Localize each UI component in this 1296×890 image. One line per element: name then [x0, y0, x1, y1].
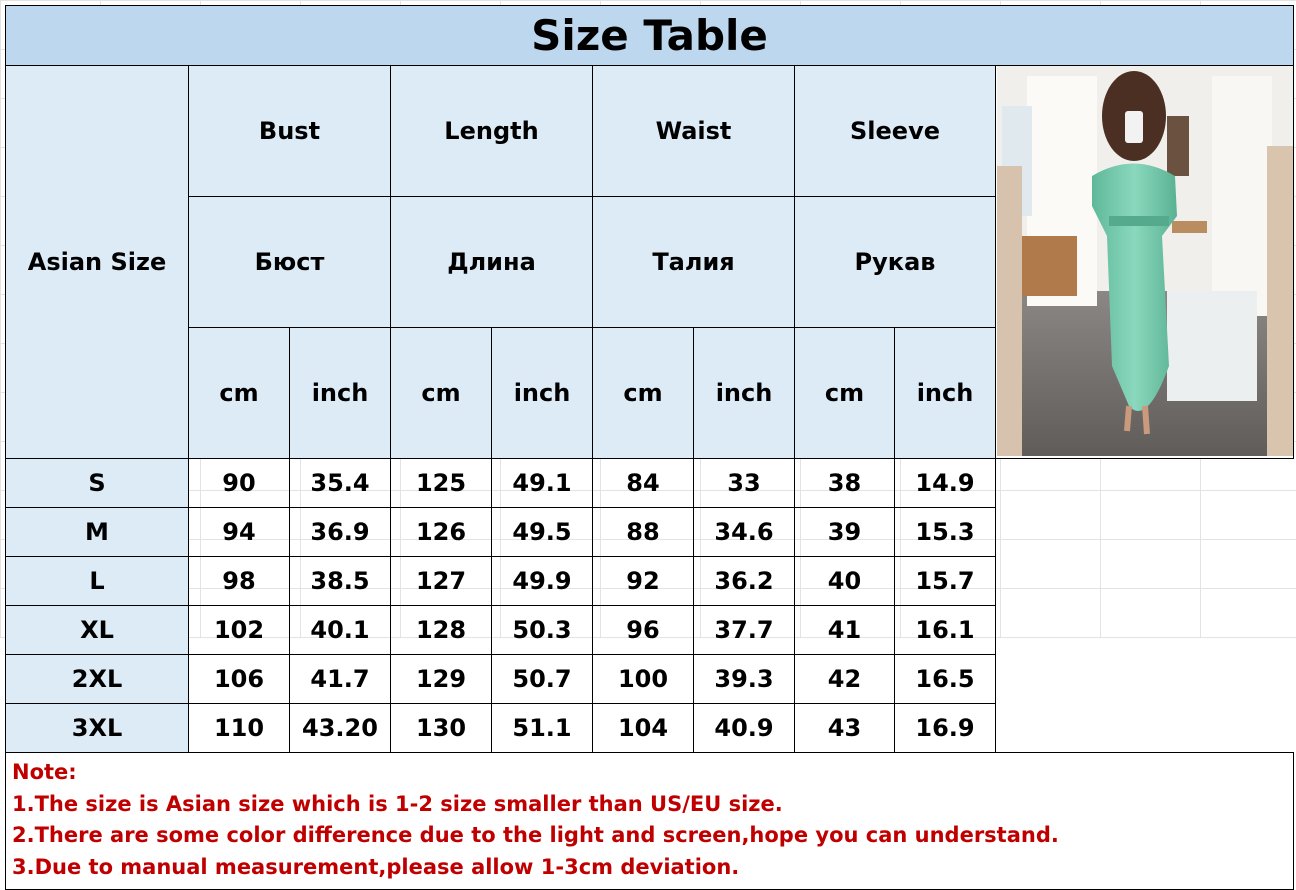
measurement-cell: 40 — [794, 556, 895, 606]
measurement-cell: 33 — [693, 458, 795, 508]
measurement-cell: 126 — [390, 507, 492, 557]
unit-header-inch: inch — [693, 327, 795, 459]
product-photo — [994, 65, 1295, 459]
measurement-cell: 35.4 — [289, 458, 391, 508]
measurement-cell: 36.9 — [289, 507, 391, 557]
measurement-cell: 15.7 — [894, 556, 996, 606]
measurement-cell: 14.9 — [894, 458, 996, 508]
measurement-cell: 36.2 — [693, 556, 795, 606]
size-cell: XL — [5, 605, 189, 655]
table-row: M 94 36.9 126 49.5 88 34.6 39 15.3 — [5, 507, 1294, 557]
measurement-cell: 40.9 — [693, 703, 795, 753]
table-row: S 90 35.4 125 49.1 84 33 38 14.9 — [5, 458, 1294, 508]
bust-header-ru: Бюст — [188, 196, 391, 328]
size-cell: M — [5, 507, 189, 557]
note-item: 3.Due to manual measurement,please allow… — [12, 854, 740, 879]
measurement-cell: 43 — [794, 703, 895, 753]
measurement-cell: 49.5 — [491, 507, 593, 557]
bust-header: Bust — [188, 65, 391, 197]
measurement-cell: 98 — [188, 556, 290, 606]
measurement-cell: 34.6 — [693, 507, 795, 557]
table-row: XL 102 40.1 128 50.3 96 37.7 41 16.1 — [5, 605, 1294, 655]
measurement-cell: 88 — [592, 507, 694, 557]
measurement-cell: 41 — [794, 605, 895, 655]
measurement-cell: 16.1 — [894, 605, 996, 655]
size-cell: 2XL — [5, 654, 189, 704]
measurement-cell: 39.3 — [693, 654, 795, 704]
measurement-cell: 49.1 — [491, 458, 593, 508]
measurement-cell: 50.7 — [491, 654, 593, 704]
measurement-cell: 50.3 — [491, 605, 593, 655]
measurement-cell: 43.20 — [289, 703, 391, 753]
measurement-cell: 84 — [592, 458, 694, 508]
size-cell: S — [5, 458, 189, 508]
measurement-cell: 41.7 — [289, 654, 391, 704]
note-item: 2.There are some color difference due to… — [12, 823, 1059, 847]
model-photo-image — [996, 66, 1293, 456]
measurement-cell: 129 — [390, 654, 492, 704]
measurement-cell: 16.9 — [894, 703, 996, 753]
size-cell: L — [5, 556, 189, 606]
measurement-cell: 96 — [592, 605, 694, 655]
measurement-cell: 125 — [390, 458, 492, 508]
measurement-cell: 39 — [794, 507, 895, 557]
unit-header-inch: inch — [491, 327, 593, 459]
unit-header-inch: inch — [894, 327, 996, 459]
table-title: Size Table — [4, 5, 1295, 66]
table-row: 2XL 106 41.7 129 50.7 100 39.3 42 16.5 — [5, 654, 1294, 704]
measurement-cell: 16.5 — [894, 654, 996, 704]
measurement-cell: 110 — [188, 703, 290, 753]
notes-section: Note: 1.The size is Asian size which is … — [4, 752, 1295, 890]
measurement-cell: 90 — [188, 458, 290, 508]
measurement-cell: 104 — [592, 703, 694, 753]
unit-header-cm: cm — [390, 327, 492, 459]
measurement-cell: 100 — [592, 654, 694, 704]
unit-header-inch: inch — [289, 327, 391, 459]
unit-header-cm: cm — [794, 327, 895, 459]
size-cell: 3XL — [5, 703, 189, 753]
sleeve-header: Sleeve — [794, 65, 996, 197]
measurement-cell: 37.7 — [693, 605, 795, 655]
measurement-cell: 42 — [794, 654, 895, 704]
size-column-header: Asian Size — [5, 65, 189, 459]
length-header: Length — [390, 65, 593, 197]
measurement-cell: 40.1 — [289, 605, 391, 655]
measurement-cell: 102 — [188, 605, 290, 655]
measurement-cell: 127 — [390, 556, 492, 606]
waist-header: Waist — [592, 65, 795, 197]
table-row: L 98 38.5 127 49.9 92 36.2 40 15.7 — [5, 556, 1294, 606]
unit-header-cm: cm — [592, 327, 694, 459]
measurement-cell: 94 — [188, 507, 290, 557]
measurement-cell: 130 — [390, 703, 492, 753]
measurement-cell: 106 — [188, 654, 290, 704]
size-table: Size Table Asian Size Bust Length Waist … — [4, 5, 1295, 890]
measurement-cell: 128 — [390, 605, 492, 655]
note-item: 1.The size is Asian size which is 1-2 si… — [12, 791, 783, 816]
sleeve-header-ru: Рукав — [794, 196, 996, 328]
measurement-cell: 49.9 — [491, 556, 593, 606]
length-header-ru: Длина — [390, 196, 593, 328]
measurement-cell: 38 — [794, 458, 895, 508]
measurement-cell: 38.5 — [289, 556, 391, 606]
unit-header-cm: cm — [188, 327, 290, 459]
measurement-cell: 15.3 — [894, 507, 996, 557]
measurement-cell: 92 — [592, 556, 694, 606]
note-heading: Note: — [12, 760, 77, 784]
waist-header-ru: Талия — [592, 196, 795, 328]
measurement-cell: 51.1 — [491, 703, 593, 753]
table-row: 3XL 110 43.20 130 51.1 104 40.9 43 16.9 — [5, 703, 1294, 753]
